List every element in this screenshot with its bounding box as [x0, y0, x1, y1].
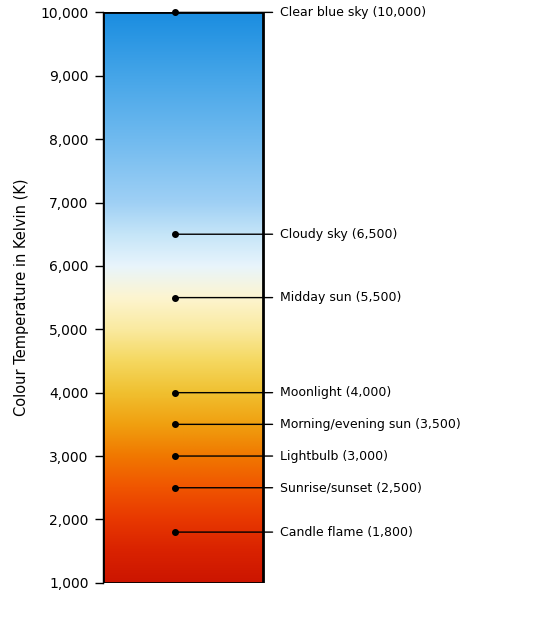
- Y-axis label: Colour Temperature in Kelvin (K): Colour Temperature in Kelvin (K): [15, 179, 29, 417]
- Text: Lightbulb (3,000): Lightbulb (3,000): [178, 450, 388, 463]
- Text: Midday sun (5,500): Midday sun (5,500): [178, 291, 401, 304]
- Text: Candle flame (1,800): Candle flame (1,800): [178, 526, 413, 539]
- Bar: [103, 12, 262, 583]
- Text: Cloudy sky (6,500): Cloudy sky (6,500): [178, 228, 397, 241]
- Text: Morning/evening sun (3,500): Morning/evening sun (3,500): [178, 418, 460, 431]
- Text: Clear blue sky (10,000): Clear blue sky (10,000): [178, 6, 426, 19]
- Text: Sunrise/sunset (2,500): Sunrise/sunset (2,500): [178, 481, 421, 494]
- Text: Moonlight (4,000): Moonlight (4,000): [178, 386, 391, 399]
